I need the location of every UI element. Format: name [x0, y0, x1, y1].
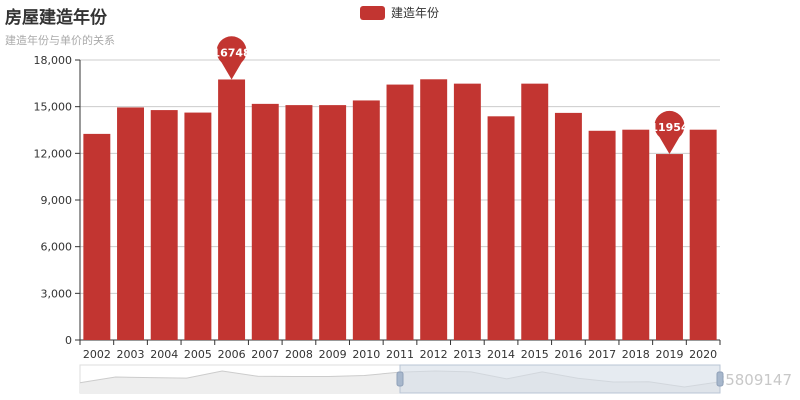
- bar-2014[interactable]: [487, 116, 515, 340]
- y-tick-label: 18,000: [34, 54, 73, 67]
- x-tick-label: 2002: [83, 348, 111, 361]
- y-tick-label: 15,000: [34, 101, 73, 114]
- x-tick-label: 2007: [251, 348, 279, 361]
- bar-2012[interactable]: [420, 79, 448, 341]
- x-tick-label: 2003: [117, 348, 145, 361]
- x-tick-label: 2010: [352, 348, 380, 361]
- x-tick-label: 2019: [655, 348, 683, 361]
- bar-2010[interactable]: [352, 100, 380, 340]
- bar-2009[interactable]: [319, 105, 347, 340]
- mark-point-pin[interactable]: [654, 110, 685, 155]
- chart-title: 房屋建造年份: [5, 8, 107, 28]
- x-tick-label: 2009: [319, 348, 347, 361]
- x-tick-label: 2004: [150, 348, 178, 361]
- x-tick-label: 2017: [588, 348, 616, 361]
- bar-2016[interactable]: [554, 112, 582, 340]
- x-tick-label: 2016: [554, 348, 582, 361]
- bar-2013[interactable]: [453, 83, 481, 341]
- x-tick-label: 2005: [184, 348, 212, 361]
- y-tick-label: 9,000: [41, 194, 73, 207]
- bar-2003[interactable]: [117, 107, 144, 340]
- y-tick-label: 6,000: [41, 241, 73, 254]
- x-tick-label: 2012: [420, 348, 448, 361]
- bar-2017[interactable]: [588, 130, 616, 340]
- datazoom-start-handle[interactable]: [396, 371, 404, 387]
- mark-point-label: 11954: [650, 121, 689, 134]
- bar-2011[interactable]: [386, 84, 414, 340]
- legend[interactable]: 建造年份: [360, 4, 439, 21]
- chart-subtitle: 建造年份与单价的关系: [5, 34, 115, 47]
- bar-2007[interactable]: [251, 103, 279, 340]
- mark-point-pin[interactable]: [216, 36, 247, 80]
- y-tick-label: 0: [65, 334, 72, 347]
- x-tick-label: 2013: [453, 348, 481, 361]
- x-tick-label: 2014: [487, 348, 515, 361]
- bar-2018[interactable]: [622, 129, 650, 340]
- datazoom-selected-range[interactable]: [399, 364, 721, 394]
- bar-2019[interactable]: [656, 154, 683, 340]
- bar-2015[interactable]: [521, 83, 549, 341]
- bar-2020[interactable]: [689, 129, 717, 340]
- x-tick-label: 2006: [218, 348, 246, 361]
- datazoom-end-handle[interactable]: [716, 371, 724, 387]
- y-tick-label: 3,000: [41, 287, 73, 300]
- bar-2005[interactable]: [184, 112, 212, 340]
- x-tick-label: 2011: [386, 348, 414, 361]
- x-tick-label: 2020: [689, 348, 717, 361]
- bar-2004[interactable]: [150, 110, 178, 340]
- x-tick-label: 2015: [521, 348, 549, 361]
- y-tick-label: 12,000: [34, 147, 73, 160]
- x-tick-label: 2018: [622, 348, 650, 361]
- bar-2006[interactable]: [218, 79, 246, 340]
- bar-2002[interactable]: [83, 133, 111, 340]
- x-tick-label: 2008: [285, 348, 313, 361]
- mark-point-label: 16748: [212, 46, 250, 59]
- bar-2008[interactable]: [285, 105, 313, 340]
- legend-label[interactable]: 建造年份: [391, 6, 440, 20]
- legend-swatch[interactable]: [360, 5, 385, 20]
